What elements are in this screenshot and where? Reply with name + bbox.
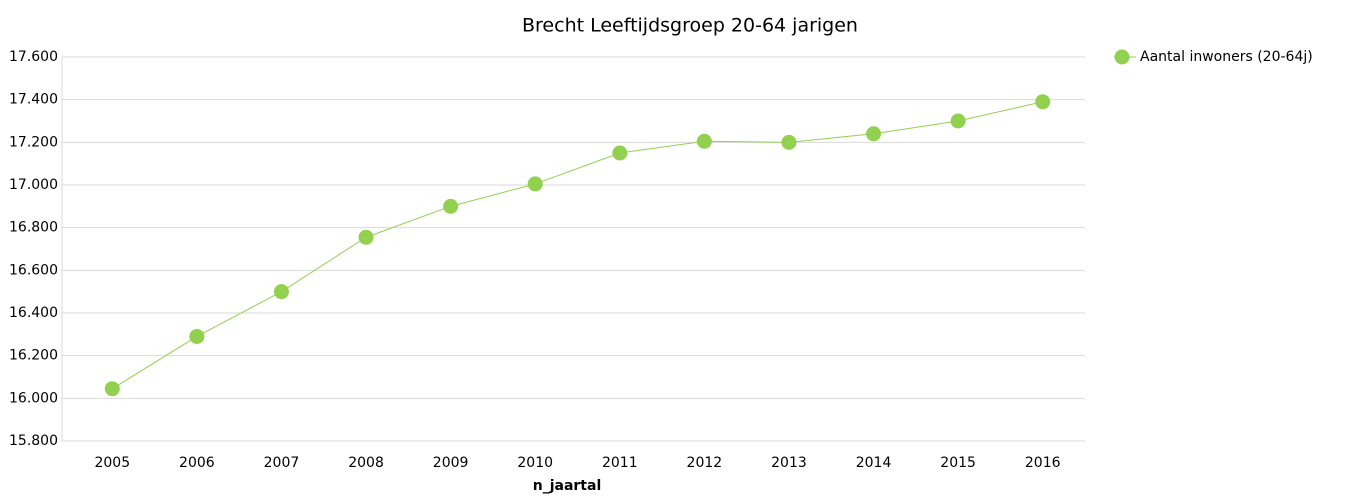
y-tick-label: 17.000: [9, 177, 58, 193]
x-tick-label: 2010: [517, 455, 553, 471]
x-tick-label: 2006: [179, 455, 215, 471]
data-point: [358, 229, 374, 245]
data-point: [781, 134, 797, 150]
data-point: [950, 113, 966, 129]
data-point: [443, 198, 459, 214]
x-axis-label: n_jaartal: [533, 478, 602, 494]
data-point: [696, 133, 712, 149]
data-point: [527, 176, 543, 192]
y-tick-label: 17.400: [9, 92, 58, 108]
x-tick-label: 2013: [771, 455, 807, 471]
y-tick-label: 16.800: [9, 220, 58, 236]
y-tick-label: 16.200: [9, 348, 58, 364]
data-point: [1035, 94, 1051, 110]
legend-label: Aantal inwoners (20-64j): [1140, 49, 1313, 65]
x-tick-label: 2014: [856, 455, 892, 471]
x-tick-label: 2012: [687, 455, 723, 471]
x-tick-label: 2016: [1025, 455, 1061, 471]
data-point: [612, 145, 628, 161]
y-tick-label: 16.400: [9, 305, 58, 321]
chart-title: Brecht Leeftijdsgroep 20-64 jarigen: [522, 15, 858, 37]
x-tick-label: 2009: [433, 455, 469, 471]
x-tick-label: 2011: [602, 455, 638, 471]
y-tick-label: 16.600: [9, 262, 58, 278]
x-tick-label: 2007: [264, 455, 300, 471]
x-tick-label: 2008: [348, 455, 384, 471]
y-tick-label: 16.000: [9, 390, 58, 406]
series-line: [112, 101, 1043, 390]
y-tick-label: 17.600: [9, 49, 58, 65]
x-tick-label: 2005: [94, 455, 130, 471]
data-point: [104, 381, 120, 397]
data-point: [273, 284, 289, 300]
legend-marker: [1114, 49, 1130, 65]
x-tick-label: 2015: [940, 455, 976, 471]
data-point: [866, 126, 882, 142]
y-tick-label: 15.800: [9, 433, 58, 449]
y-tick-label: 17.200: [9, 134, 58, 150]
data-point: [189, 328, 205, 344]
